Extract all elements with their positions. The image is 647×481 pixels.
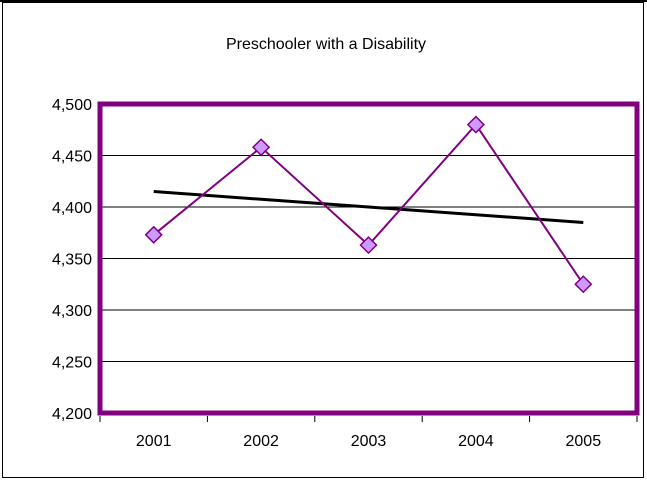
top-border-line	[0, 0, 647, 2]
x-axis-tick-labels: 2001 2002 2003 2004 2005	[136, 433, 601, 450]
x-tick-label: 2003	[351, 433, 387, 450]
y-tick-label: 4,400	[52, 200, 92, 217]
x-tick-label: 2001	[136, 433, 172, 450]
y-tick-label: 4,200	[52, 406, 92, 423]
gridlines	[100, 103, 637, 414]
x-tick-label: 2005	[566, 433, 602, 450]
x-tick-label: 2002	[243, 433, 279, 450]
trendline	[153, 190, 584, 224]
y-tick-label: 4,300	[52, 303, 92, 320]
x-tick-label: 2004	[458, 433, 494, 450]
series-line	[153, 122, 585, 285]
data-point-marker	[574, 275, 593, 294]
y-tick-label: 4,500	[52, 97, 92, 114]
y-tick-label: 4,350	[52, 252, 92, 269]
data-point-marker	[466, 115, 485, 134]
x-axis-tick-marks	[99, 416, 638, 422]
chart-title: Preschooler with a Disability	[226, 36, 426, 53]
y-axis-tick-labels: 4,200 4,250 4,300 4,350 4,400 4,450 4,500	[52, 97, 92, 423]
y-tick-label: 4,450	[52, 149, 92, 166]
data-point-marker	[144, 225, 163, 244]
data-point-marker	[359, 236, 378, 255]
plot-area-border	[97, 101, 640, 416]
series-layer	[144, 115, 593, 294]
data-point-marker	[252, 138, 271, 157]
y-tick-label: 4,250	[52, 355, 92, 372]
